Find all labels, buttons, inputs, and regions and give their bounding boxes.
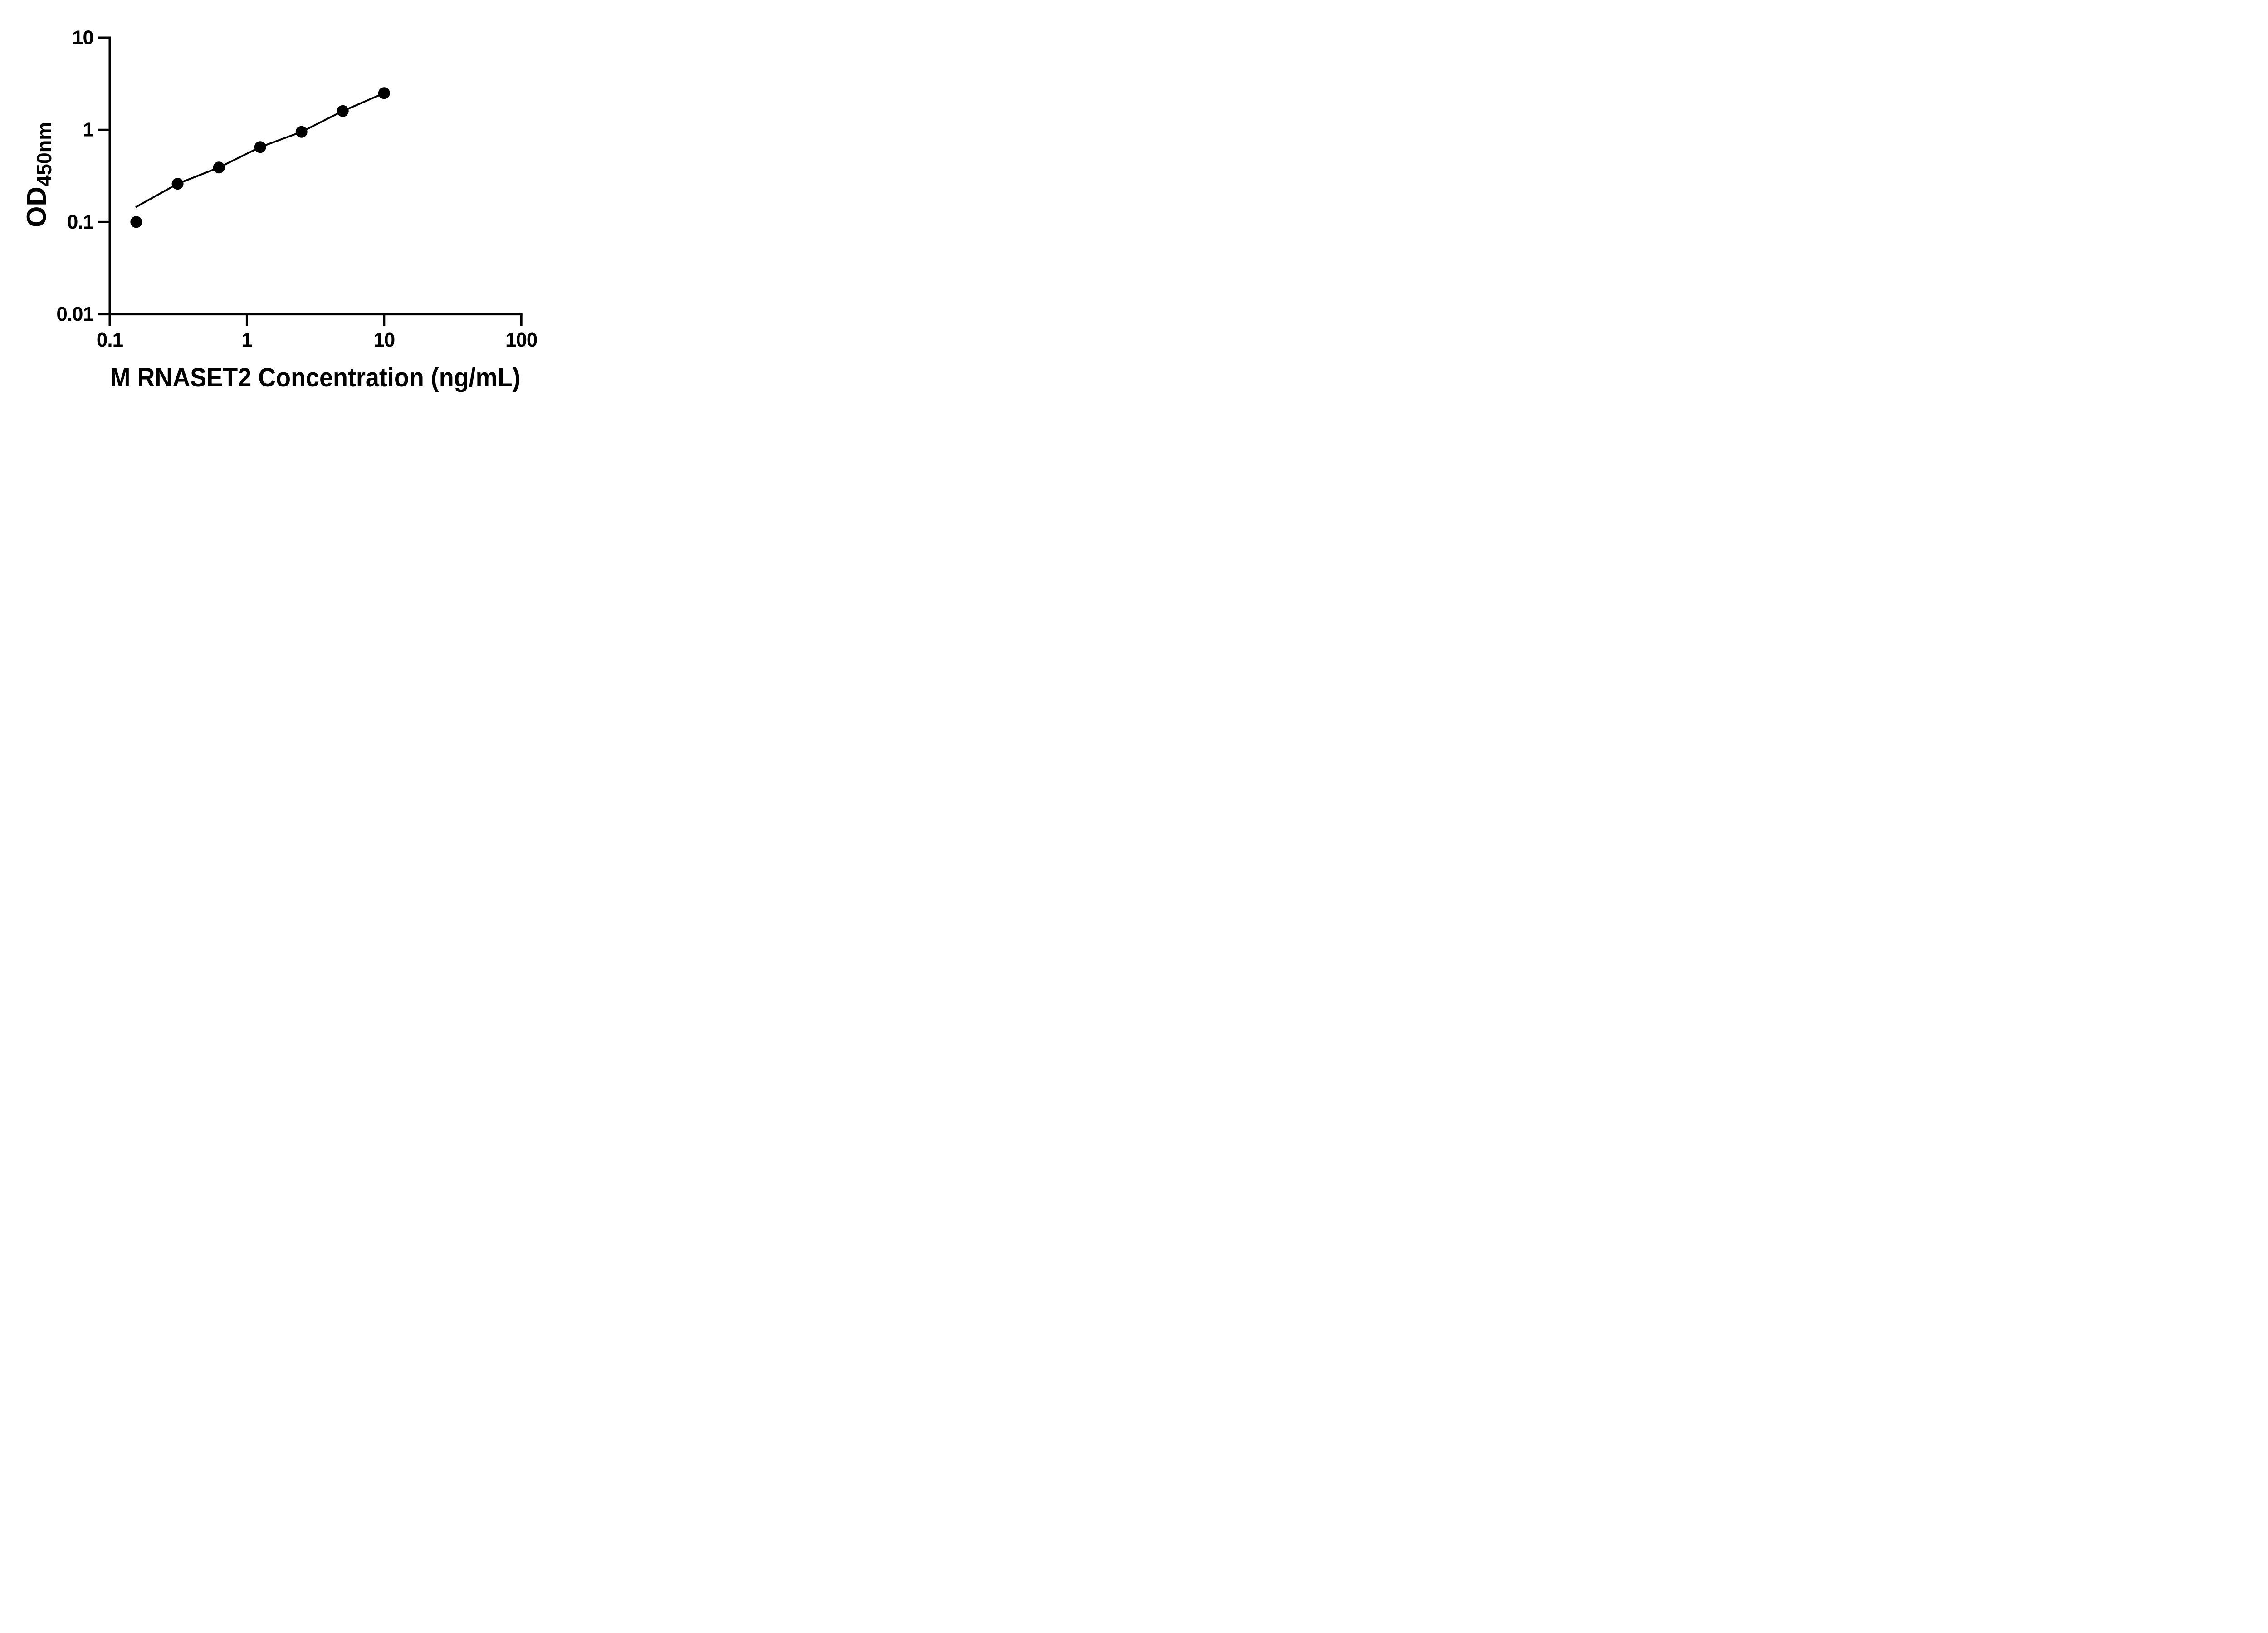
data-point — [171, 178, 184, 190]
elisa-standard-curve-figure: 10 1 0.1 0.01 0.1 1 10 100 M RNASET2 Concentrat… — [0, 0, 581, 408]
y-tick-label: 1 — [83, 119, 94, 141]
data-point — [130, 216, 142, 228]
x-tick-label: 10 — [373, 329, 395, 351]
y-tick-label: 0.1 — [67, 211, 94, 233]
x-tick-label: 1 — [242, 329, 253, 351]
axis-ticks — [98, 36, 523, 326]
y-axis-title: OD450nm — [21, 122, 56, 228]
data-point — [295, 126, 308, 138]
data-point — [213, 161, 225, 174]
y-tick-label: 0.01 — [56, 303, 93, 325]
y-axis-title-main: OD — [21, 186, 52, 227]
y-axis-title-subscript: 450nm — [33, 122, 56, 187]
x-axis-title: M RNASET2 Concentration (ng/mL) — [110, 363, 521, 392]
data-point — [378, 87, 390, 99]
plot-area — [130, 87, 390, 228]
data-point — [254, 141, 266, 153]
y-tick-label: 10 — [72, 27, 93, 49]
x-tick-label: 100 — [505, 329, 537, 351]
data-point — [337, 105, 349, 117]
axes — [108, 36, 523, 316]
x-tick-label: 0.1 — [97, 329, 123, 351]
